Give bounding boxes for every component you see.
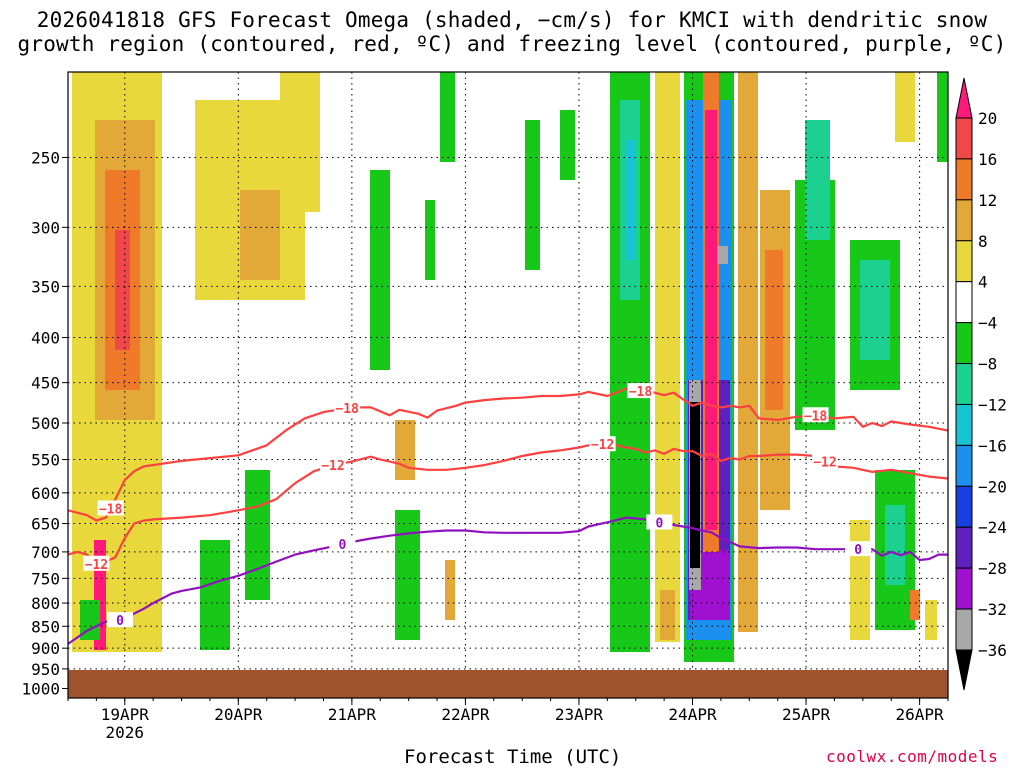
- contour-line-0: [68, 387, 948, 522]
- y-tick-label-700: 700: [31, 543, 60, 562]
- contour-label-bg: [107, 612, 134, 628]
- contour-label-2-3: 0: [854, 543, 862, 558]
- colorbar-box-12: [955, 608, 973, 651]
- colorbar-label-2: 12: [978, 191, 997, 210]
- ground-terrain: [68, 670, 948, 698]
- colorbar-label-13: −36: [978, 641, 1007, 660]
- colorbar-label-5: −4: [978, 314, 997, 333]
- colorbar: 20 16 12 8 4 −4 −8 −12 −16 −20 −24 −28 −32 −36: [955, 77, 1007, 691]
- y-tick-label-550: 550: [31, 451, 60, 470]
- colorbar-box-11: [955, 567, 973, 610]
- colorbar-label-0: 20: [978, 109, 997, 128]
- colorbar-label-3: 8: [978, 232, 988, 251]
- temperature-contours: [68, 387, 948, 645]
- y-tick-label-500: 500: [31, 414, 60, 433]
- colorbar-label-12: −32: [978, 600, 1007, 619]
- contour-label-bg: [83, 555, 110, 571]
- colorbar-box-0: [955, 117, 973, 160]
- contour-label-0-1: −18: [335, 402, 359, 417]
- contour-label-1-3: −12: [813, 455, 836, 470]
- contour-label-1-1: −12: [321, 459, 344, 474]
- chart-title-line-1: 2026041818 GFS Forecast Omega (shaded, −…: [36, 8, 988, 32]
- y-tick-label-800: 800: [31, 594, 60, 613]
- x-tick-sublabel-0: 2026: [106, 723, 145, 742]
- contour-label-bg: [329, 536, 356, 552]
- y-tick-label-750: 750: [31, 569, 60, 588]
- x-tick-label-0: 19APR: [101, 705, 150, 724]
- grid-lines: [68, 72, 948, 698]
- colorbar-box-4: [955, 281, 973, 324]
- colorbar-label-11: −28: [978, 559, 1007, 578]
- colorbar-box-6: [955, 363, 973, 405]
- contour-label-bg: [802, 407, 829, 423]
- colorbar-label-1: 16: [978, 150, 997, 169]
- contour-label-bg: [319, 457, 346, 473]
- y-tick-label-300: 300: [31, 218, 60, 237]
- contour-line-2: [68, 516, 948, 645]
- colorbar-box-3: [955, 240, 973, 283]
- y-tick-label-400: 400: [31, 329, 60, 348]
- y-tick-label-1000: 1000: [21, 680, 60, 699]
- credit-link[interactable]: coolwx.com/models: [826, 747, 999, 766]
- colorbar-bottom-triangle: [955, 649, 973, 691]
- contour-label-1-0: −12: [85, 558, 108, 573]
- colorbar-box-5: [955, 322, 973, 365]
- colorbar-box-10: [955, 526, 973, 569]
- colorbar-label-10: −24: [978, 518, 1007, 537]
- contour-label-2-1: 0: [338, 538, 346, 553]
- contour-label-bg: [627, 383, 654, 399]
- x-tick-label-1: 20APR: [214, 705, 263, 724]
- contour-label-0-2: −18: [629, 385, 653, 400]
- contour-label-0-3: −18: [804, 409, 828, 424]
- contour-label-bg: [845, 541, 872, 557]
- colorbar-label-4: 4: [978, 273, 988, 292]
- colorbar-box-1: [955, 158, 973, 201]
- y-tick-label-600: 600: [31, 484, 60, 503]
- plot-frame: [67, 71, 949, 699]
- y-axis-ticks: 250 300 350 400 450 500 550 600 650 700 750 800 850 9…: [21, 148, 68, 699]
- contour-line-1: [68, 442, 948, 565]
- contour-label-bg: [97, 500, 124, 516]
- colorbar-box-8: [955, 444, 973, 487]
- contour-label-0-0: −18: [99, 502, 123, 517]
- x-tick-label-5: 24APR: [668, 705, 717, 724]
- y-tick-label-350: 350: [31, 277, 60, 296]
- y-tick-label-650: 650: [31, 515, 60, 534]
- contour-label-1-2: −12: [591, 438, 614, 453]
- contour-label-2-2: 0: [655, 516, 663, 531]
- y-tick-label-250: 250: [31, 148, 60, 167]
- x-tick-label-6: 25APR: [782, 705, 831, 724]
- y-tick-label-950: 950: [31, 660, 60, 679]
- colorbar-box-7: [955, 403, 973, 446]
- contour-label-bg: [589, 436, 616, 452]
- colorbar-label-9: −20: [978, 477, 1007, 496]
- contour-label-bg: [811, 453, 838, 469]
- x-tick-label-7: 26APR: [896, 705, 945, 724]
- contour-labels: −18 −18 −18 −18 −12 −12 −12 −12 0 0 0 0: [83, 383, 872, 629]
- contour-label-bg: [646, 514, 673, 530]
- x-tick-label-3: 22APR: [441, 705, 490, 724]
- y-tick-label-850: 850: [31, 617, 60, 636]
- y-tick-label-450: 450: [31, 374, 60, 393]
- colorbar-box-9: [955, 485, 973, 528]
- colorbar-top-triangle: [955, 77, 973, 119]
- chart-title-line-2: growth region (contoured, red, ºC) and f…: [17, 32, 1007, 56]
- contour-label-2-0: 0: [116, 614, 124, 629]
- x-tick-label-2: 21APR: [328, 705, 377, 724]
- colorbar-label-6: −8: [978, 355, 997, 374]
- colorbar-label-7: −12: [978, 395, 1007, 414]
- colorbar-box-2: [955, 199, 973, 242]
- colorbar-label-8: −16: [978, 436, 1007, 455]
- x-axis-title: Forecast Time (UTC): [404, 746, 622, 768]
- contour-label-bg: [334, 400, 361, 416]
- x-tick-label-4: 23APR: [555, 705, 604, 724]
- y-tick-label-900: 900: [31, 639, 60, 658]
